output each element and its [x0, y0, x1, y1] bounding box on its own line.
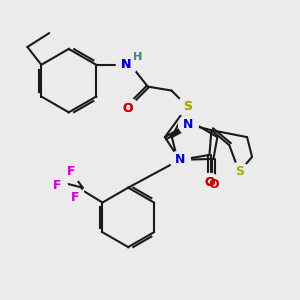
Text: S: S: [235, 165, 244, 178]
Text: F: F: [52, 179, 61, 192]
Text: O: O: [208, 178, 219, 191]
Text: O: O: [123, 102, 133, 115]
Text: F: F: [67, 165, 75, 178]
Text: O: O: [123, 102, 133, 115]
Text: N: N: [182, 118, 193, 131]
Text: O: O: [204, 176, 215, 189]
Text: N: N: [121, 58, 131, 71]
Text: S: S: [183, 100, 192, 113]
Text: N: N: [175, 153, 185, 167]
Text: H: H: [133, 52, 142, 62]
Text: F: F: [70, 191, 79, 204]
Text: O: O: [204, 176, 215, 189]
Text: H: H: [133, 52, 142, 62]
Text: S: S: [183, 100, 192, 113]
Text: N: N: [121, 58, 131, 71]
